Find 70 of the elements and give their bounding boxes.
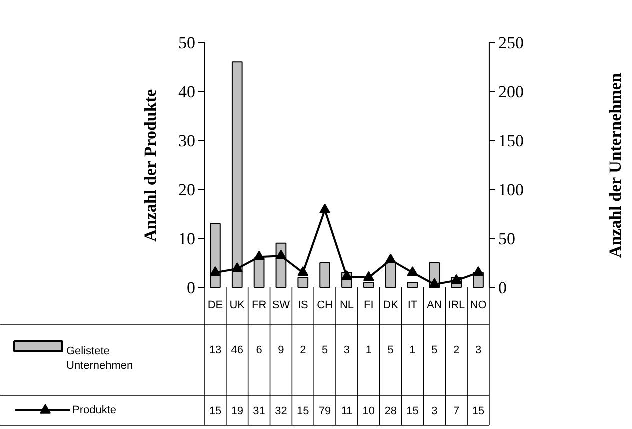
data-label: 9 bbox=[278, 344, 284, 356]
x-tick-label: NL bbox=[340, 300, 354, 312]
data-label: 5 bbox=[432, 344, 438, 356]
data-label: 19 bbox=[231, 406, 244, 418]
data-label: 15 bbox=[297, 406, 310, 418]
point bbox=[385, 254, 396, 264]
data-label: 15 bbox=[472, 406, 485, 418]
y2-tick-label: 0 bbox=[498, 278, 507, 298]
legend-label: Produkte bbox=[72, 404, 117, 416]
y-tick-label: 50 bbox=[178, 34, 196, 52]
y-tick-label: 10 bbox=[178, 230, 196, 248]
data-label: 13 bbox=[209, 344, 222, 356]
x-tick-label: IS bbox=[298, 300, 308, 312]
data-label: 3 bbox=[432, 406, 438, 418]
point bbox=[341, 270, 352, 280]
y2-tick-label: 100 bbox=[498, 180, 524, 200]
legend-label: Gelistete Unternehmen bbox=[66, 346, 134, 372]
point bbox=[407, 266, 418, 276]
point bbox=[363, 271, 374, 282]
y-axis-title: Anzahl der Produkte bbox=[141, 89, 160, 242]
data-label: 31 bbox=[253, 406, 266, 418]
data-label: 15 bbox=[406, 406, 419, 418]
point bbox=[473, 266, 484, 276]
bar bbox=[407, 282, 418, 288]
x-tick-label: CH bbox=[317, 300, 334, 312]
data-label: 46 bbox=[231, 344, 244, 356]
data-label: 3 bbox=[344, 344, 350, 356]
data-label: 7 bbox=[454, 406, 460, 418]
point bbox=[451, 274, 462, 284]
x-tick-label: NO bbox=[470, 300, 488, 312]
x-tick-label: DK bbox=[383, 300, 400, 312]
y-tick-label: 20 bbox=[178, 180, 196, 200]
point bbox=[429, 278, 440, 288]
x-tick-label: IT bbox=[408, 300, 418, 312]
data-label: 32 bbox=[275, 406, 288, 418]
point bbox=[210, 266, 221, 276]
point bbox=[276, 250, 287, 260]
point bbox=[320, 204, 331, 214]
x-tick-label: FR bbox=[252, 300, 267, 312]
data-label: 11 bbox=[341, 406, 353, 418]
data-label: 28 bbox=[384, 406, 397, 418]
data-label: 3 bbox=[475, 344, 482, 356]
y2-axis-title: Anzahl der Unternehmen bbox=[606, 72, 625, 258]
data-label: 1 bbox=[410, 344, 416, 356]
data-label: 10 bbox=[362, 406, 376, 418]
data-label: 1 bbox=[366, 344, 372, 356]
data-label: 79 bbox=[318, 406, 332, 418]
data-label: 5 bbox=[388, 344, 394, 356]
data-label: 15 bbox=[209, 406, 222, 418]
bar bbox=[320, 262, 330, 288]
data-label: 2 bbox=[454, 344, 460, 356]
x-tick-label: UK bbox=[230, 300, 246, 312]
y-tick-label: 0 bbox=[187, 278, 196, 298]
data-label: 2 bbox=[300, 344, 306, 356]
x-tick-label: FI bbox=[364, 300, 374, 312]
x-tick-label: DE bbox=[208, 300, 224, 312]
y-tick-label: 40 bbox=[178, 82, 196, 102]
x-tick-label: IRL bbox=[448, 300, 466, 312]
x-tick-label: AN bbox=[427, 300, 442, 312]
data-label: 6 bbox=[256, 344, 262, 356]
y2-tick-label: 150 bbox=[498, 132, 524, 150]
x-tick-label: SW bbox=[272, 300, 291, 312]
y2-tick-label: 200 bbox=[498, 82, 524, 102]
y2-tick-label: 50 bbox=[498, 230, 516, 248]
y2-tick-label: 250 bbox=[498, 34, 524, 52]
y-tick-label: 30 bbox=[178, 132, 196, 150]
point bbox=[298, 266, 309, 276]
data-label: 5 bbox=[322, 344, 328, 356]
point bbox=[232, 262, 243, 272]
point bbox=[254, 250, 265, 261]
